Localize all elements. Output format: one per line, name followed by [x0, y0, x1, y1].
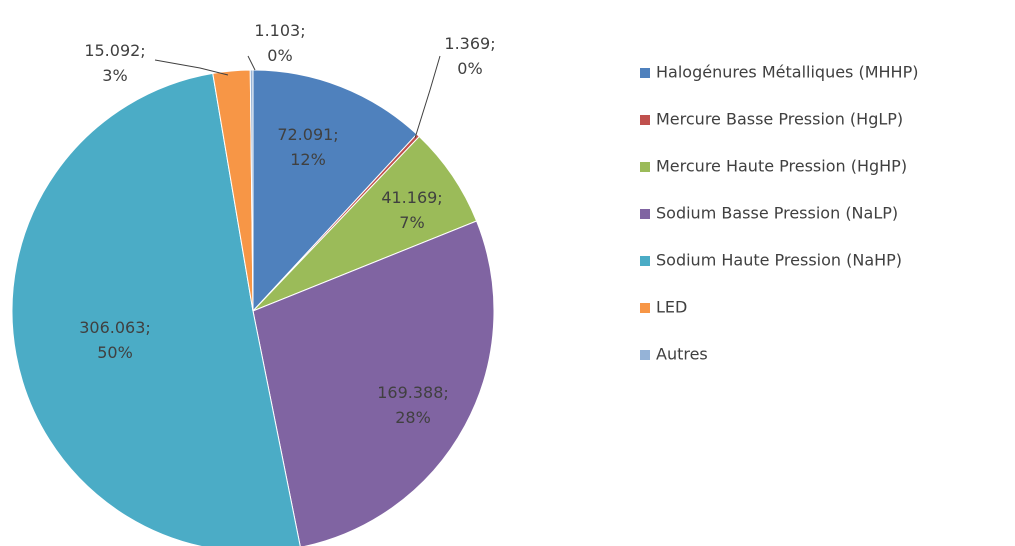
- data-label: 306.063; 50%: [79, 318, 151, 362]
- legend-swatch: [640, 209, 650, 219]
- legend-label: LED: [656, 298, 687, 317]
- legend-swatch: [640, 115, 650, 125]
- data-label: 169.388; 28%: [377, 383, 449, 427]
- leader-line: [154, 59, 229, 76]
- data-label: 1.369; 0%: [444, 34, 495, 78]
- data-label: 15.092; 3%: [84, 41, 145, 85]
- data-label: 72.091; 12%: [277, 125, 338, 169]
- pie-slice: [252, 220, 495, 546]
- data-label: 41.169; 7%: [381, 188, 442, 232]
- legend-label: Autres: [656, 345, 708, 364]
- legend-label: Mercure Haute Pression (HgHP): [656, 157, 907, 176]
- legend-swatch: [640, 68, 650, 78]
- pie-slice: [11, 72, 301, 546]
- legend-label: Halogénures Métalliques (MHHP): [656, 63, 918, 82]
- legend-swatch: [640, 256, 650, 266]
- leader-line: [247, 55, 256, 71]
- leader-line: [414, 55, 441, 139]
- legend-label: Mercure Basse Pression (HgLP): [656, 110, 903, 129]
- legend-swatch: [640, 350, 650, 360]
- legend-label: Sodium Haute Pression (NaHP): [656, 251, 902, 270]
- legend-swatch: [640, 303, 650, 313]
- legend-label: Sodium Basse Pression (NaLP): [656, 204, 898, 223]
- pie-slice: [249, 69, 254, 312]
- pie-slice: [252, 69, 418, 313]
- legend-swatch: [640, 162, 650, 172]
- data-label: 1.103; 0%: [254, 21, 305, 65]
